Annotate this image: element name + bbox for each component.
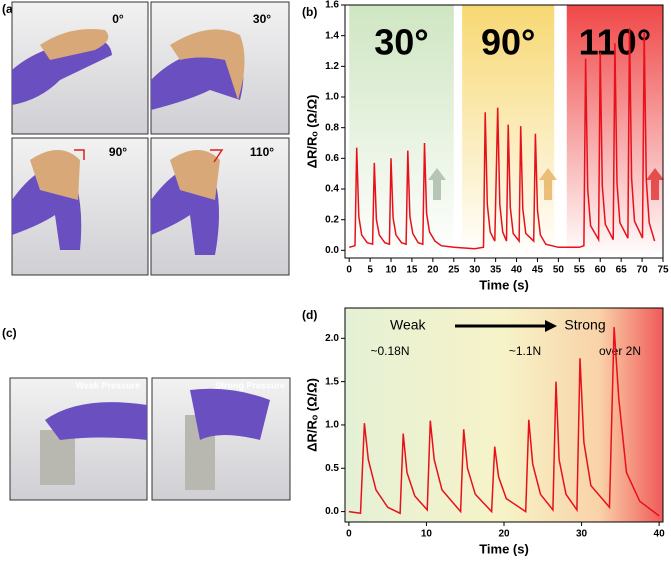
x-tick-label: 55 <box>574 265 586 276</box>
photo <box>11 137 149 276</box>
annotation: Weak <box>390 317 427 333</box>
photo <box>151 377 291 501</box>
y-axis-label: ΔR/Rₒ (Ω/Ω) <box>304 95 319 169</box>
region-label: 90° <box>481 22 535 63</box>
panel-label: (c) <box>2 326 17 340</box>
y-tick-label: 1.2 <box>325 61 339 72</box>
x-tick-label: 30 <box>469 265 481 276</box>
angle-label: 90° <box>109 145 127 159</box>
x-tick-label: 60 <box>595 265 607 276</box>
annotation: Strong <box>564 317 605 333</box>
arrow <box>428 168 446 200</box>
x-tick-label: 45 <box>532 265 544 276</box>
y-tick-label: 0.8 <box>325 122 339 133</box>
x-tick-label: 20 <box>427 265 439 276</box>
photo <box>150 137 290 276</box>
annotation: over 2N <box>599 344 641 358</box>
y-tick-label: 1.5 <box>325 376 339 387</box>
x-axis-label: Time (s) <box>479 277 529 292</box>
y-axis-label: ΔR/Rₒ (Ω/Ω) <box>304 378 319 452</box>
x-tick-label: 10 <box>385 265 397 276</box>
x-tick-label: 50 <box>553 265 565 276</box>
x-axis-label: Time (s) <box>479 541 529 556</box>
y-tick-label: 0.4 <box>325 184 339 195</box>
region <box>349 5 454 258</box>
y-tick-label: 2.0 <box>325 333 339 344</box>
photo-caption: Strong Pressure <box>215 380 285 390</box>
data-line <box>348 327 660 517</box>
y-tick-label: 0.6 <box>325 153 339 164</box>
angle-label: 30° <box>253 12 271 26</box>
x-tick-label: 30 <box>576 529 588 540</box>
x-tick-label: 0 <box>346 529 352 540</box>
arrow <box>646 168 664 200</box>
x-tick-label: 65 <box>616 265 628 276</box>
data-line <box>349 27 656 250</box>
y-tick-label: 1.0 <box>325 420 339 431</box>
y-tick-label: 0.0 <box>325 506 339 517</box>
x-tick-label: 15 <box>406 265 418 276</box>
y-tick-label: 0.0 <box>325 245 339 256</box>
panel-label: (b) <box>302 5 317 19</box>
x-tick-label: 20 <box>498 529 510 540</box>
photo-caption: Weak Pressure <box>76 380 140 390</box>
photo-panels: (a) 0° 30° 90° 110° (c) <box>2 1 291 501</box>
arrow <box>539 168 557 200</box>
y-tick-label: 1.6 <box>325 0 339 11</box>
photo <box>9 377 148 501</box>
x-tick-label: 5 <box>367 265 373 276</box>
x-tick-label: 40 <box>654 529 666 540</box>
arrow-head <box>545 320 557 332</box>
annotation: ~1.1N <box>509 344 541 358</box>
x-tick-label: 25 <box>448 265 460 276</box>
y-tick-label: 1.0 <box>325 92 339 103</box>
x-tick-label: 35 <box>490 265 502 276</box>
x-tick-label: 75 <box>657 265 669 276</box>
angle-label: 0° <box>112 12 124 26</box>
photo <box>150 1 290 135</box>
angle-label: 110° <box>250 145 274 159</box>
photo <box>11 1 149 135</box>
x-tick-label: 0 <box>346 265 352 276</box>
region-label: 30° <box>374 22 428 63</box>
y-tick-label: 0.2 <box>325 214 339 225</box>
x-tick-label: 70 <box>637 265 649 276</box>
panel-label: (d) <box>302 308 317 322</box>
y-tick-label: 0.5 <box>325 463 339 474</box>
x-tick-label: 10 <box>421 529 433 540</box>
plot-frame <box>344 4 664 259</box>
y-tick-label: 1.4 <box>325 30 339 41</box>
x-tick-label: 40 <box>511 265 523 276</box>
annotation: ~0.18N <box>370 344 409 358</box>
